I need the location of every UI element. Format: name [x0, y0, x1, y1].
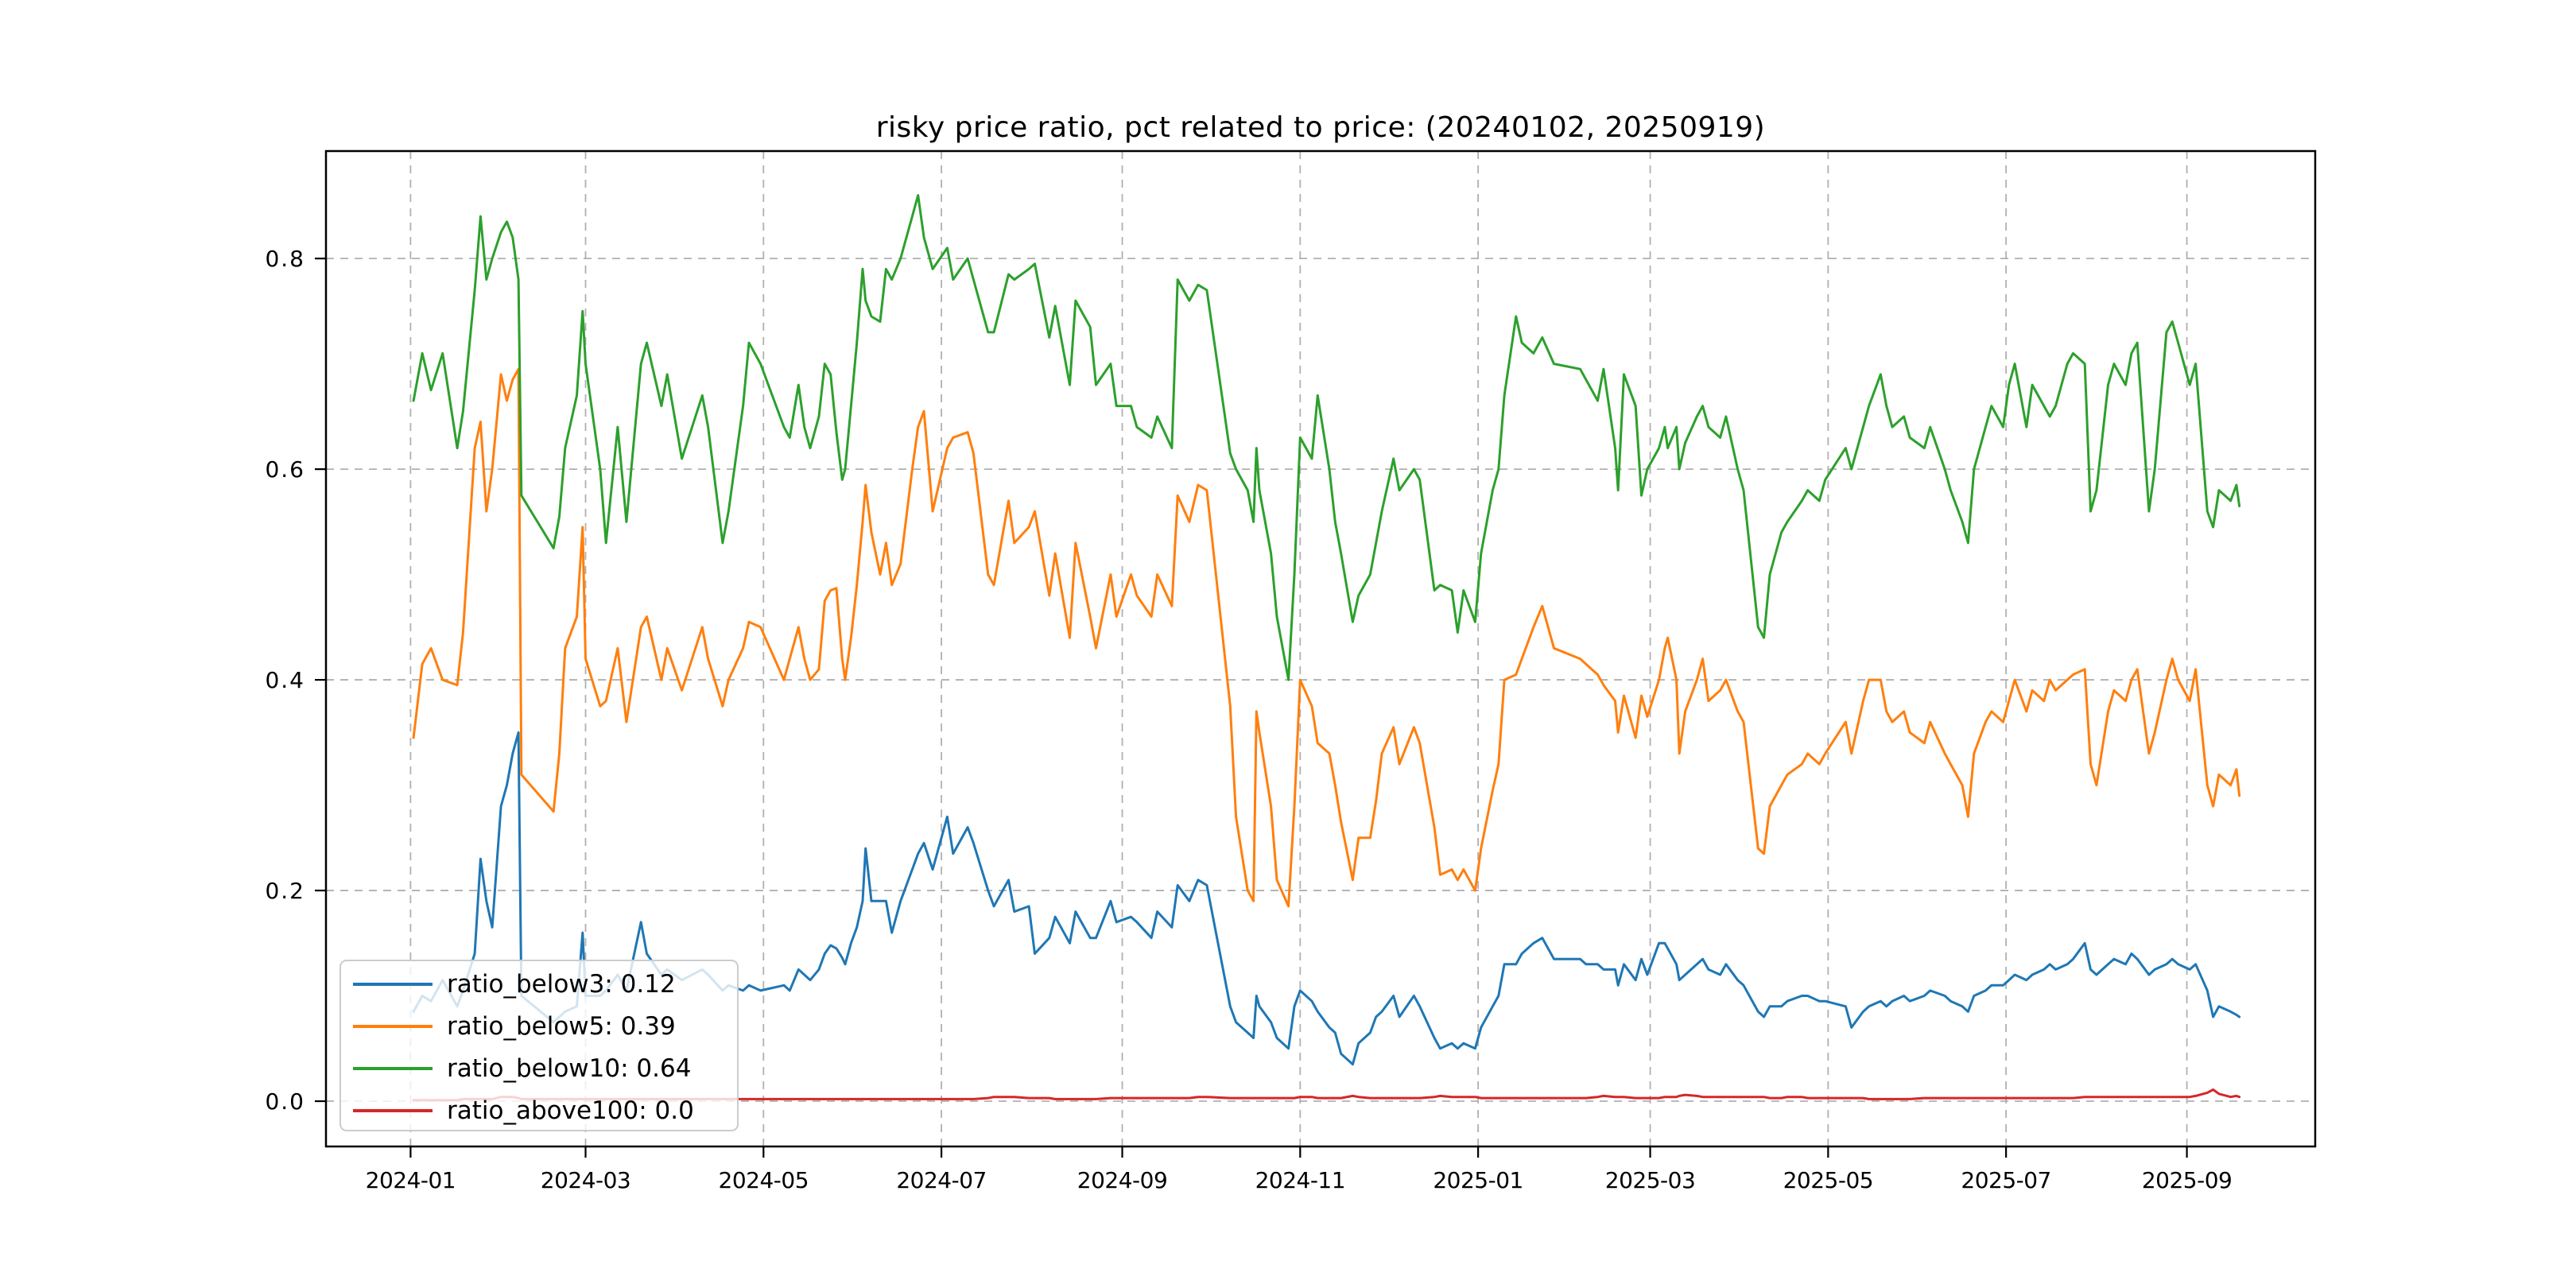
series-line-ratio_below3: [412, 731, 2241, 1066]
series-lines: [412, 194, 2241, 1102]
series-line-ratio_below10: [412, 194, 2241, 681]
y-tick-label-0.8: 0.8: [265, 246, 305, 272]
x-tick-label-2025-03: 2025-03: [1605, 1167, 1696, 1193]
legend-box: [339, 960, 739, 1131]
legend-label-ratio-below5: ratio_below5: 0.39: [447, 1012, 676, 1041]
x-tick-label-2024-07: 2024-07: [896, 1167, 987, 1193]
x-tick-label-2024-09: 2024-09: [1077, 1167, 1168, 1193]
y-tick-label-0.4: 0.4: [265, 667, 305, 693]
legend-label-ratio-below3: ratio_below3: 0.12: [447, 970, 676, 999]
legend-label-ratio-below10: ratio_below10: 0.64: [447, 1054, 691, 1083]
legend: ratio_below3: 0.12 ratio_below5: 0.39 ra…: [339, 960, 739, 1131]
x-axis-tick-labels: 2024-01 2024-03 2024-05 2024-07 2024-09 2024-…: [366, 1167, 2233, 1193]
y-tick-label-0.0: 0.0: [265, 1088, 305, 1115]
y-tick-label-0.6: 0.6: [265, 456, 305, 483]
x-tick-label-2025-07: 2025-07: [1961, 1167, 2051, 1193]
x-tick-label-2024-01: 2024-01: [366, 1167, 456, 1193]
x-tick-label-2025-05: 2025-05: [1783, 1167, 1874, 1193]
tick-marks: [315, 258, 2188, 1158]
x-tick-label-2025-01: 2025-01: [1433, 1167, 1523, 1193]
x-tick-label-2025-09: 2025-09: [2142, 1167, 2233, 1193]
series-line-ratio_below5: [412, 367, 2241, 908]
x-tick-label-2024-05: 2024-05: [719, 1167, 809, 1193]
chart-title: risky price ratio, pct related to price:…: [876, 111, 1765, 144]
y-axis-tick-labels: 0.0 0.2 0.4 0.6 0.8: [265, 246, 305, 1115]
x-tick-label-2024-03: 2024-03: [541, 1167, 631, 1193]
legend-label-ratio-above100: ratio_above100: 0.0: [447, 1096, 694, 1125]
axes-border: [324, 149, 2317, 1148]
y-tick-label-0.2: 0.2: [265, 878, 305, 904]
series-line-ratio_above100: [412, 1088, 2241, 1102]
x-tick-label-2024-11: 2024-11: [1255, 1167, 1346, 1193]
